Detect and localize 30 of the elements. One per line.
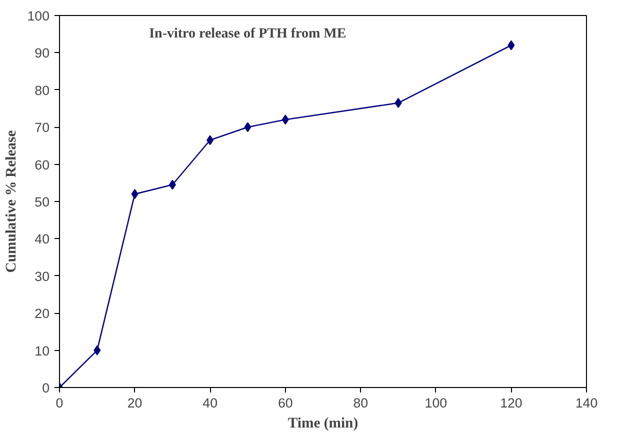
x-tick-label: 80 (353, 396, 368, 410)
point (131, 189, 138, 200)
point (394, 98, 402, 108)
x-axis-title: Time (min) (288, 416, 358, 432)
x-tick-label: 20 (127, 396, 142, 410)
point (94, 345, 101, 356)
y-tick-label: 70 (34, 120, 50, 136)
y-tick-label: 50 (34, 194, 50, 210)
y-tick-label: 90 (34, 46, 50, 61)
x-tick-label: 120 (500, 396, 522, 410)
x-tick-label: 0 (56, 396, 64, 410)
y-tick-label: 60 (34, 157, 50, 172)
point (168, 180, 176, 190)
y-tick-label: 80 (34, 82, 50, 98)
point (508, 40, 515, 50)
y-axis-title: Cumulative % Release (3, 130, 20, 273)
y-tick-label: 40 (34, 232, 50, 247)
point (206, 135, 214, 146)
x-tick-label: 60 (278, 396, 293, 410)
x-tick-label: 40 (202, 396, 218, 410)
y-tick-label: 0 (42, 380, 50, 396)
y-tick-label: 20 (34, 306, 50, 322)
y-tick-label: 100 (27, 8, 50, 24)
text: In-vitro release of PTH from ME (149, 26, 346, 42)
y-tick-label: 30 (34, 268, 50, 284)
y-tick-label: 10 (34, 343, 50, 358)
x-tick-label: 140 (575, 396, 598, 410)
point (282, 114, 289, 125)
x-tick-label: 100 (424, 396, 448, 410)
point (244, 122, 252, 132)
